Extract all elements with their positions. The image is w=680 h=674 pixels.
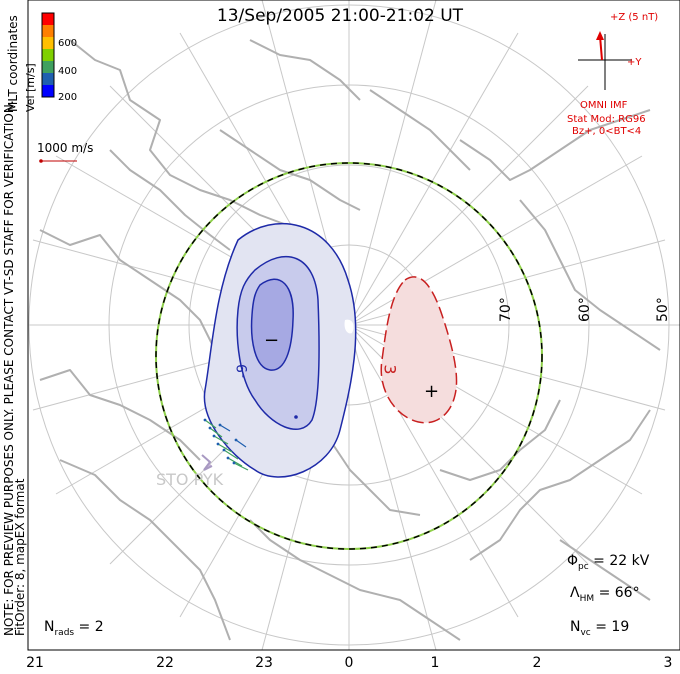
dawn-contour-label: 3: [380, 364, 400, 375]
colorbar-tick-400: 400: [58, 66, 78, 77]
colorbar-tick-600: 600: [58, 38, 78, 49]
potential-maximum-marker: +: [424, 381, 440, 402]
latitude-label-70: 70°: [498, 297, 514, 322]
station-label: STO PYK: [156, 470, 224, 489]
dusk-cell: [203, 222, 357, 478]
mlt-label-3: 3: [663, 655, 673, 671]
imf-source-label: OMNI IMF: [580, 100, 628, 111]
mlt-label-0: 0: [344, 655, 354, 671]
imf-z-label: +Z (5 nT): [610, 12, 659, 23]
imf-condition-label: Bz+, 0<BT<4: [572, 126, 642, 137]
mlt-coordinates-label: MLT coordinates: [6, 15, 20, 112]
color-bar: [41, 12, 55, 98]
imf-y-label: +Y: [627, 57, 642, 68]
station-marker: [201, 454, 213, 471]
mlt-label-1: 1: [430, 655, 440, 671]
potential-minimum-marker: −: [264, 330, 280, 351]
vector-scale-bar: [39, 159, 77, 163]
n-rads-stat: Nrads = 2: [44, 619, 104, 638]
imf-dial: [578, 31, 632, 90]
dusk-contour-label: -9: [234, 364, 251, 378]
vector-scale-label: 1000 m/s: [37, 141, 94, 155]
n-rads-value: 2: [94, 619, 104, 635]
coastlines: [39, 39, 661, 641]
imf-model-label: Stat Mod: RG96: [567, 114, 646, 125]
mlt-label-22: 22: [156, 655, 174, 671]
mlt-label-21: 21: [26, 655, 44, 671]
plot-frame: [27, 0, 680, 651]
latitude-label-60: 60°: [577, 297, 593, 322]
plot-title: 13/Sep/2005 21:00-21:02 UT: [216, 6, 464, 26]
mlt-label-23: 23: [255, 655, 273, 671]
mlt-label-2: 2: [532, 655, 542, 671]
velocity-vectors: [204, 419, 249, 471]
lambda-hm-value: 66°: [614, 585, 640, 601]
phi-pc-stat: Φpc = 22 kV: [567, 553, 650, 572]
n-vc-stat: Nvc = 19: [570, 619, 630, 638]
phi-pc-value: 22 kV: [609, 553, 650, 569]
latitude-label-50: 50°: [655, 297, 671, 322]
lambda-hm-stat: ΛHM = 66°: [570, 585, 640, 604]
colorbar-tick-200: 200: [58, 92, 78, 103]
dawn-cell: [380, 276, 458, 424]
fit-order-note: FitOrder: 8, mapEX format: [13, 478, 27, 636]
vector-dots: [203, 418, 238, 465]
n-vc-value: 19: [611, 619, 630, 635]
velocity-axis-label: Vel [m/s]: [24, 63, 37, 112]
